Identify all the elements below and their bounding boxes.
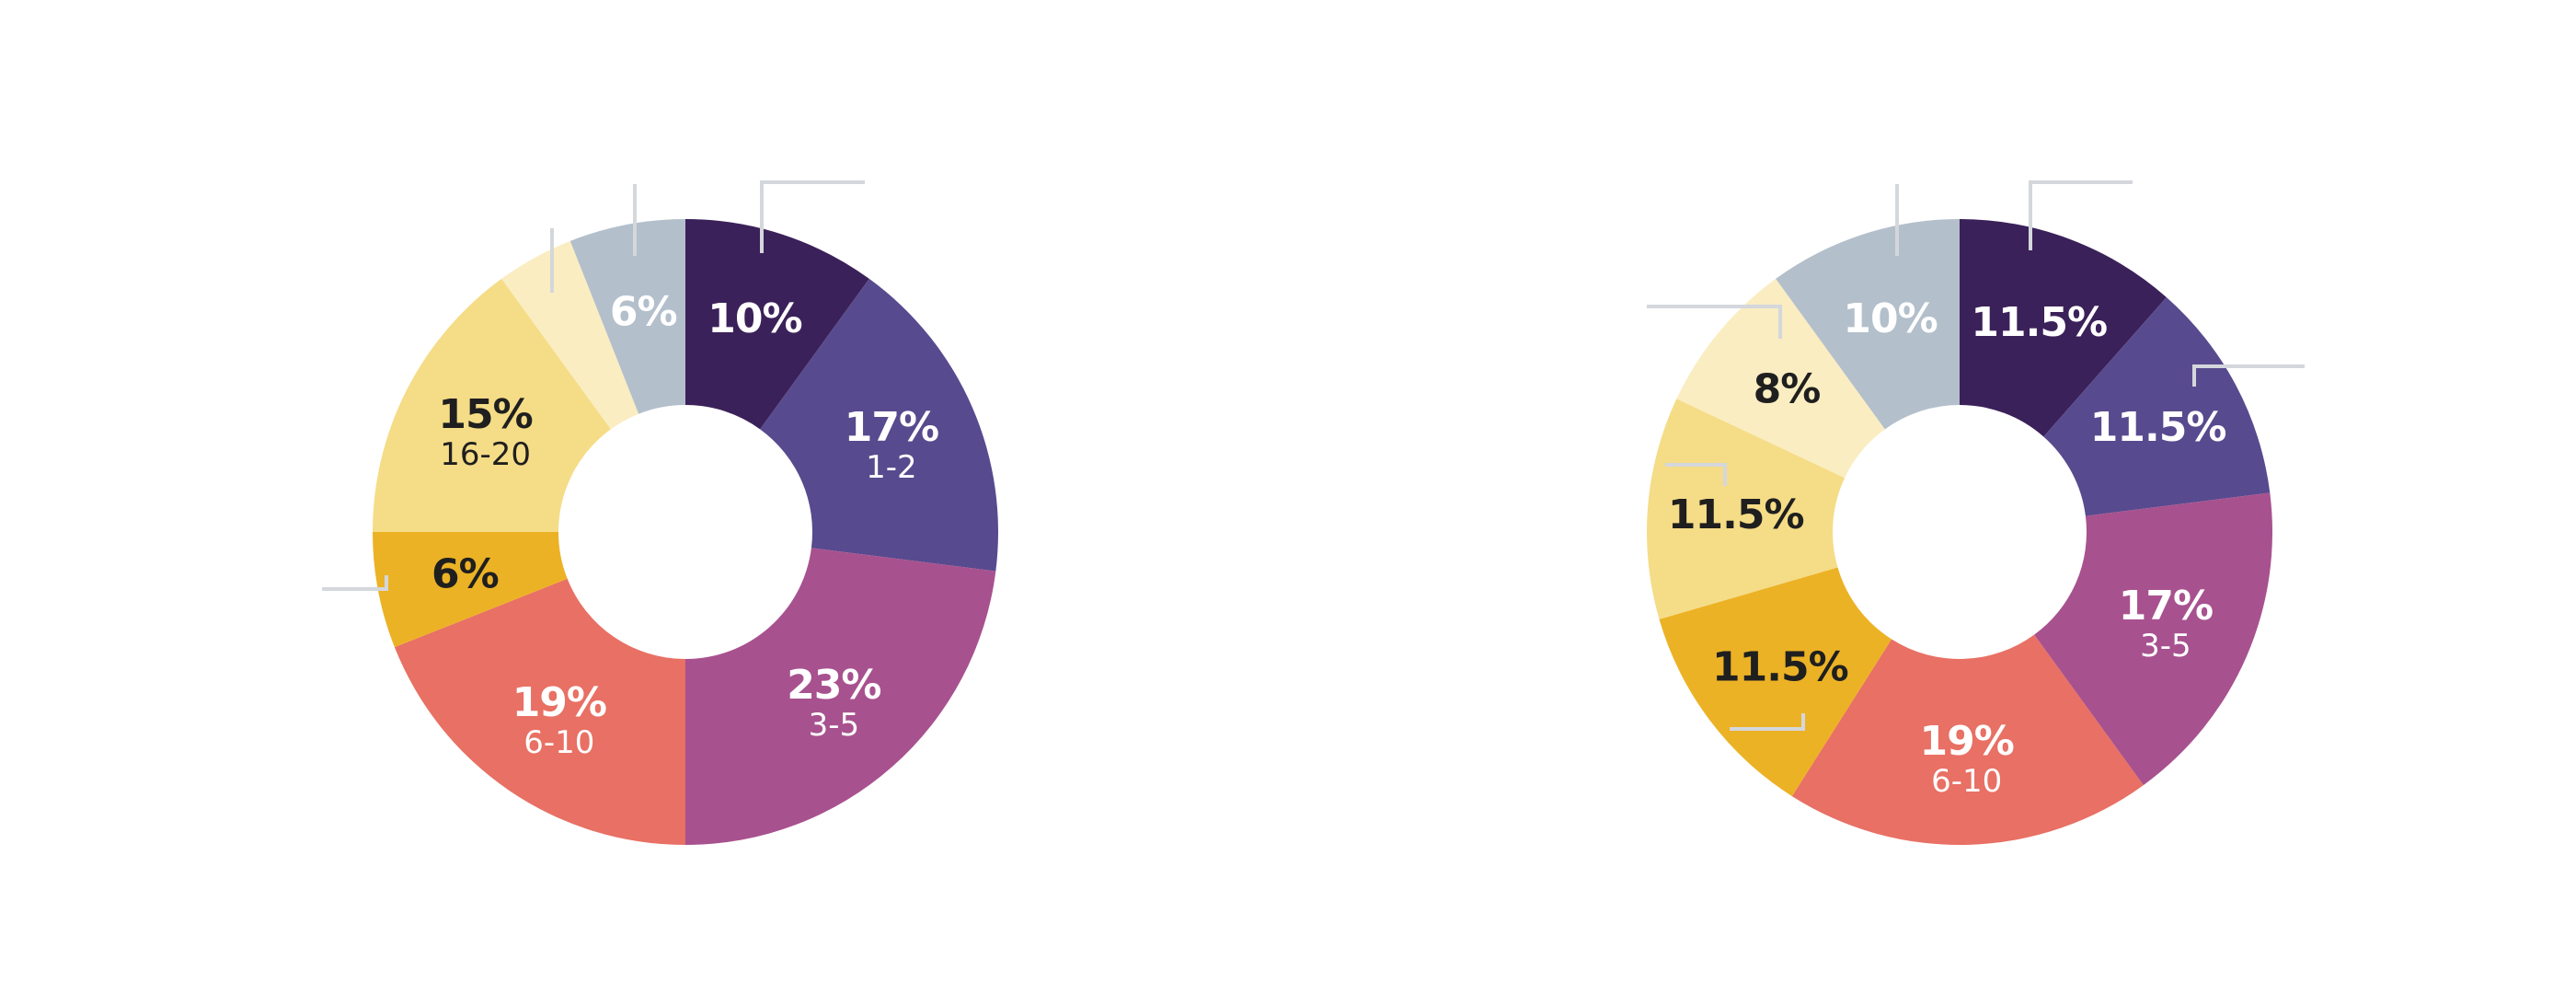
donut-slice [1676,278,1885,479]
slice-category-label: 16-20 [440,436,531,473]
slice-percent-label: 11.5% [1712,644,1848,691]
donut-slice [1647,399,1846,619]
slice-category-label: 1-2 [866,449,917,486]
callout-leader-line [2192,364,2305,387]
donut-slice [394,578,685,845]
donut-chart-right: 11.5% 11.5% 17%3-5 19%6-10 11.5% 11.5% 8% 10% [1647,219,2272,845]
donut-slice [2043,296,2271,516]
donut-slice [685,219,869,430]
slice-percent-label: 17% [2119,583,2213,630]
callout-leader-lines [322,180,2305,731]
donut-slice [760,278,998,572]
slice-percent-label: 10% [1843,295,1937,342]
slice-category-label: 3-5 [809,707,860,744]
donut-slice [1659,567,1892,797]
donut-slice [1960,219,2167,437]
callout-leader-line [1730,713,1805,731]
slice-percent-label: 6% [431,551,499,598]
donut-slice [2034,492,2272,786]
slice-percent-label: 19% [512,679,606,726]
callout-leader-line [1665,463,1727,486]
slice-category-label: 6-10 [1931,763,2002,800]
callout-leader-line [2029,180,2133,250]
donut-slice [373,278,611,532]
slice-percent-label: 15% [438,391,532,438]
callout-leader-line [760,180,865,253]
donut-chart-left: 10% 17%1-2 23%3-5 19%6-10 6% 15%16-20 6% [373,219,998,845]
donut-slice [569,219,685,414]
callout-leader-line [1647,305,1782,339]
donut-slice [1776,219,1960,430]
slice-percent-label: 10% [707,295,801,342]
slice-percent-label: 11.5% [1971,299,2107,346]
slice-category-label: 6-10 [523,724,594,761]
donut-slice [1791,634,2144,845]
slice-percent-label: 19% [1920,718,2014,765]
donut-slice [373,532,568,648]
slice-percent-label: 6% [610,288,677,335]
slice-percent-label: 23% [787,662,880,709]
slice-percent-label: 17% [845,404,938,451]
donut-slice [501,240,639,430]
slice-percent-label: 11.5% [2090,404,2226,451]
slice-percent-label: 8% [1754,365,1821,412]
donut-slice [685,548,996,845]
callout-leader-line [322,575,388,591]
slice-percent-label: 11.5% [1668,491,1804,538]
slice-category-label: 3-5 [2140,628,2191,665]
